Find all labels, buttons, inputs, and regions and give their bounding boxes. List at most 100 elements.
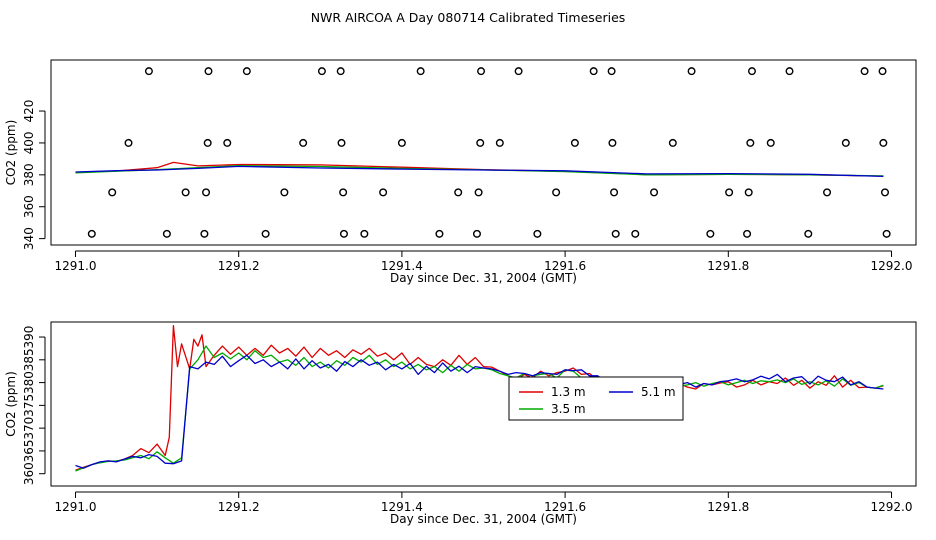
panel-top: 1291.0 1291.2 1291.4 1291.6 1291.8 1292.0 Day … — [4, 59, 917, 285]
data-point — [607, 67, 616, 76]
x-tick-label: 1292.0 — [871, 500, 913, 514]
data-point — [472, 229, 481, 238]
x-tick-label: 1291.2 — [218, 259, 260, 273]
y-tick-label: 380 — [22, 371, 36, 394]
legend-box — [508, 376, 684, 421]
y-axis-label: CO2 (ppm) — [4, 371, 18, 437]
series-line-3-5-m — [75, 345, 884, 472]
legend-label: 5.1 m — [641, 385, 676, 399]
data-point — [379, 188, 388, 197]
plot-frame — [50, 59, 917, 246]
series-line-5-1-m — [75, 354, 884, 469]
data-point — [317, 67, 326, 76]
y-tick-label: 360 — [22, 195, 36, 218]
y-tick-label: 375 — [22, 394, 36, 417]
data-point — [416, 67, 425, 76]
data-point — [589, 67, 598, 76]
data-point — [202, 188, 211, 197]
x-axis-label: Day since Dec. 31, 2004 (GMT) — [390, 271, 577, 285]
series-line-5-1-m — [75, 165, 884, 178]
data-point — [804, 229, 813, 238]
data-point — [882, 229, 891, 238]
series-line-1-3-m — [75, 324, 884, 471]
panel-bottom: 1291.0 1291.2 1291.4 1291.6 1291.8 1292.0 Day … — [4, 321, 917, 526]
data-point — [878, 67, 887, 76]
data-point — [261, 229, 270, 238]
y-tick-label: 400 — [22, 131, 36, 154]
y-tick-label: 360 — [22, 462, 36, 485]
y-tick-label: 385 — [22, 348, 36, 371]
x-tick-label: 1291.0 — [54, 500, 96, 514]
data-point — [360, 229, 369, 238]
x-tick-label: 1291.8 — [707, 259, 749, 273]
data-point — [514, 67, 523, 76]
data-point — [339, 188, 348, 197]
data-point — [299, 138, 308, 147]
x-tick-label: 1291.2 — [218, 500, 260, 514]
data-point — [552, 188, 561, 197]
data-point — [339, 229, 348, 238]
data-point — [785, 67, 794, 76]
data-point — [200, 229, 209, 238]
x-axis-label: Day since Dec. 31, 2004 (GMT) — [390, 512, 577, 526]
data-point — [476, 138, 485, 147]
data-point — [397, 138, 406, 147]
data-point — [144, 67, 153, 76]
data-point — [223, 138, 232, 147]
data-point — [435, 229, 444, 238]
x-tick-label: 1292.0 — [871, 259, 913, 273]
data-point — [650, 188, 659, 197]
x-tick-label: 1291.0 — [54, 259, 96, 273]
data-point — [746, 138, 755, 147]
x-tick-label: 1291.4 — [381, 500, 423, 514]
data-point — [454, 188, 463, 197]
y-axis-label: CO2 (ppm) — [4, 120, 18, 186]
data-point — [766, 138, 775, 147]
data-point — [747, 67, 756, 76]
data-point — [706, 229, 715, 238]
data-point — [631, 229, 640, 238]
data-point — [610, 188, 619, 197]
data-point — [337, 138, 346, 147]
data-point — [124, 138, 133, 147]
data-point — [204, 67, 213, 76]
legend-label: 1.3 m — [551, 385, 586, 399]
data-point — [495, 138, 504, 147]
data-point — [608, 138, 617, 147]
data-point — [203, 138, 212, 147]
data-point — [242, 67, 251, 76]
y-tick-label: 365 — [22, 439, 36, 462]
y-tick-label: 420 — [22, 100, 36, 123]
legend: 1.3 m 5.1 m 3.5 m — [508, 376, 684, 421]
figure-title: NWR AIRCOA A Day 080714 Calibrated Times… — [311, 10, 626, 25]
plot-frame — [50, 321, 917, 487]
y-tick-label: 340 — [22, 227, 36, 250]
data-point — [725, 188, 734, 197]
legend-label: 3.5 m — [551, 402, 586, 416]
data-point — [860, 67, 869, 76]
y-tick-label: 380 — [22, 163, 36, 186]
data-point — [880, 188, 889, 197]
data-point — [570, 138, 579, 147]
y-tick-label: 370 — [22, 417, 36, 440]
x-tick-label: 1291.6 — [544, 500, 586, 514]
data-point — [823, 188, 832, 197]
x-tick-label: 1291.6 — [544, 259, 586, 273]
data-point — [743, 229, 752, 238]
data-point — [162, 229, 171, 238]
data-point — [533, 229, 542, 238]
y-tick-label: 390 — [22, 326, 36, 349]
data-point — [687, 67, 696, 76]
data-point — [668, 138, 677, 147]
data-point — [280, 188, 289, 197]
data-point — [477, 67, 486, 76]
data-point — [841, 138, 850, 147]
x-tick-label: 1291.4 — [381, 259, 423, 273]
data-point — [336, 67, 345, 76]
x-tick-label: 1291.8 — [707, 500, 749, 514]
data-point — [744, 188, 753, 197]
data-point — [181, 188, 190, 197]
data-point — [87, 229, 96, 238]
data-point — [611, 229, 620, 238]
